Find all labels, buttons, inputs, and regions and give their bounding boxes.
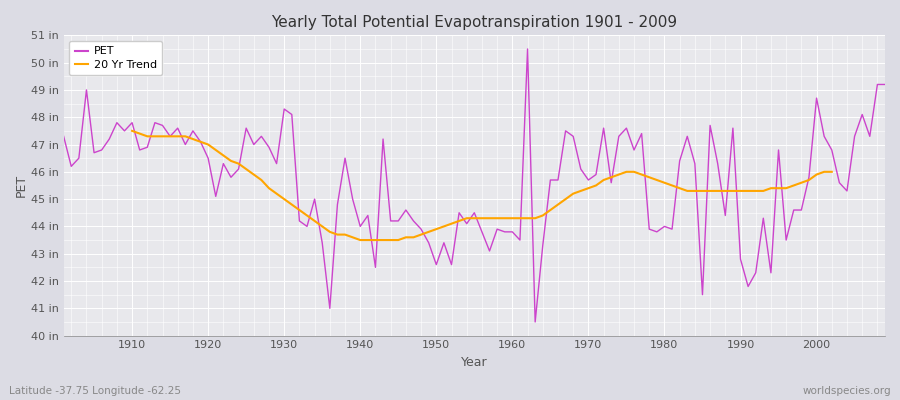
Y-axis label: PET: PET bbox=[15, 174, 28, 197]
X-axis label: Year: Year bbox=[461, 356, 488, 369]
Text: worldspecies.org: worldspecies.org bbox=[803, 386, 891, 396]
Legend: PET, 20 Yr Trend: PET, 20 Yr Trend bbox=[69, 41, 162, 75]
Text: Latitude -37.75 Longitude -62.25: Latitude -37.75 Longitude -62.25 bbox=[9, 386, 181, 396]
Title: Yearly Total Potential Evapotranspiration 1901 - 2009: Yearly Total Potential Evapotranspiratio… bbox=[271, 15, 678, 30]
